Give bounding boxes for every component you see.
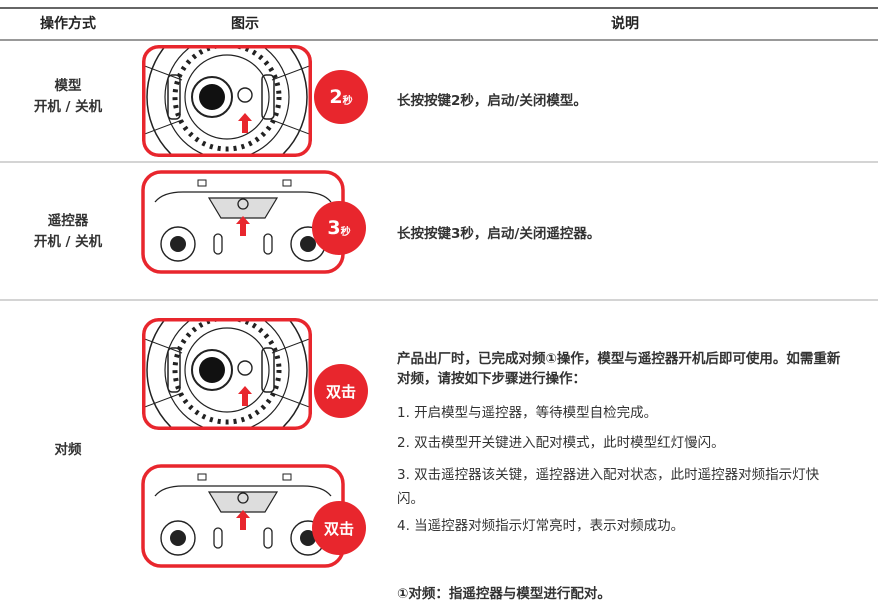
badge-number: 2: [329, 86, 343, 108]
mode-line: 模型: [54, 78, 82, 94]
step: 1. 开启模型与遥控器，等待模型自检完成。: [397, 405, 658, 421]
badge-unit: 秒: [342, 95, 353, 107]
mode-line: 遥控器: [47, 213, 89, 229]
footnote: ①对频：指遥控器与模型进行配对。: [397, 586, 611, 602]
model-illustration: [142, 17, 312, 177]
badge: 双击: [312, 501, 366, 555]
step: 4. 当遥控器对频指示灯常亮时，表示对频成功。: [397, 518, 685, 534]
badge-number: 3: [327, 217, 341, 239]
mode-line: 开机 / 关机: [33, 234, 103, 250]
description: 长按按键3秒，启动/关闭遥控器。: [397, 226, 601, 242]
header-cell: 操作方式: [40, 16, 96, 32]
remote-illustration: [141, 464, 345, 568]
mode-line: 对频: [54, 442, 82, 458]
header-cell: 图示: [231, 16, 259, 32]
step: 2. 双击模型开关键进入配对模式，此时模型红灯慢闪。: [397, 435, 725, 451]
intro: 产品出厂时，已完成对频①操作，模型与遥控器开机后即可使用。如需重新对频，请按如下…: [397, 351, 841, 387]
mode-line: 开机 / 关机: [33, 99, 103, 115]
header-cell: 说明: [611, 16, 639, 32]
description: 长按按键2秒，启动/关闭模型。: [397, 93, 587, 109]
badge: 双击: [314, 364, 368, 418]
badge-unit: 秒: [340, 226, 351, 238]
step: 3. 双击遥控器该关键，遥控器进入配对状态，此时遥控器对频指示灯快闪。: [397, 467, 820, 507]
model-illustration: [142, 290, 312, 450]
